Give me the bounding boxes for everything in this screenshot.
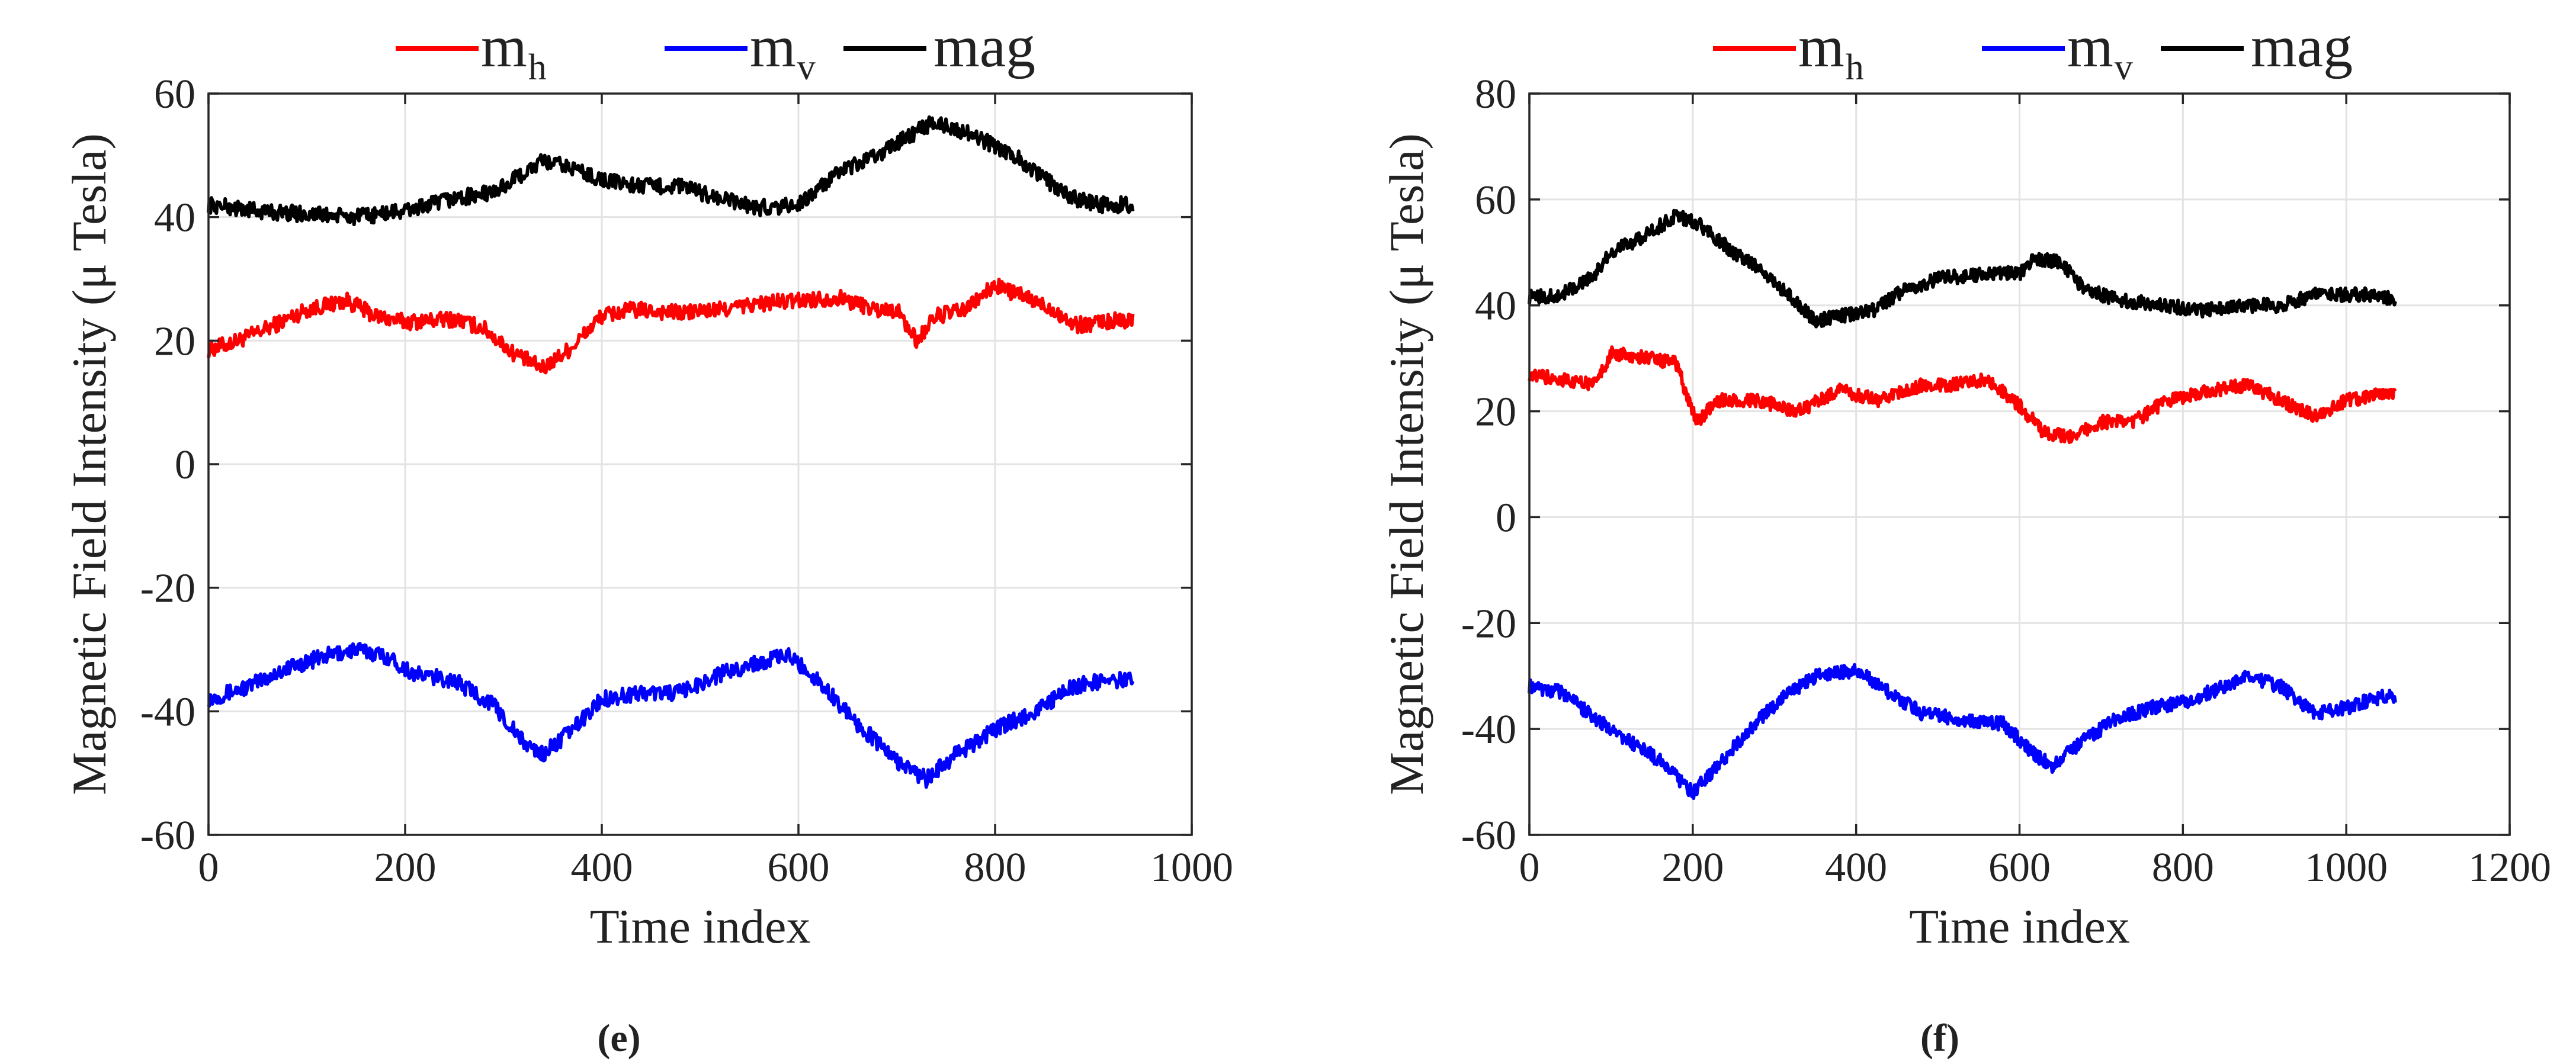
- legend-label-mag: mag: [933, 14, 1035, 79]
- y-tick-label: 0: [1496, 495, 1516, 541]
- series-line-mag: [1528, 208, 2397, 329]
- x-tick-label: 800: [964, 845, 1026, 891]
- y-axis-label: Magnetic Field Intensity (μ Tesla): [1380, 133, 1433, 795]
- x-tick-label: 400: [571, 845, 633, 891]
- series-line-m-v: [207, 642, 1135, 789]
- legend-label-m-h: mh: [481, 14, 547, 88]
- legend-label-m-v: mv: [750, 14, 816, 88]
- y-tick-label: 80: [1475, 72, 1516, 117]
- y-tick-label: -40: [140, 689, 195, 735]
- legend: mh mv mag: [396, 14, 1035, 88]
- series-line-m-h: [1528, 345, 2397, 444]
- y-tick-label: -60: [1461, 813, 1516, 859]
- x-tick-label: 200: [1661, 845, 1724, 891]
- panel-caption: (f): [1920, 1017, 1959, 1060]
- x-tick-label: 800: [2152, 845, 2214, 891]
- y-axis-label: Magnetic Field Intensity (μ Tesla): [62, 133, 116, 795]
- legend-label-m-h: mh: [1798, 14, 1864, 88]
- legend-label-mag: mag: [2251, 14, 2353, 79]
- x-tick-label: 0: [198, 845, 219, 891]
- x-tick-label: 1200: [2468, 845, 2551, 891]
- y-tick-label: -20: [140, 566, 195, 612]
- legend-label-m-v: mv: [2067, 14, 2133, 88]
- y-tick-label: 40: [1475, 284, 1516, 329]
- x-tick-label: 1000: [1150, 845, 1233, 891]
- y-tick-label: 20: [154, 319, 195, 364]
- y-tick-label: 20: [1475, 390, 1516, 435]
- y-tick-label: -20: [1461, 601, 1516, 647]
- series-line-mag: [207, 115, 1135, 226]
- x-tick-label: 600: [1988, 845, 2051, 891]
- y-tick-label: -60: [140, 813, 195, 859]
- x-tick-label: 200: [374, 845, 437, 891]
- y-tick-label: 60: [1475, 178, 1516, 223]
- x-axis-label: Time index: [1909, 899, 2130, 953]
- y-tick-label: -40: [1461, 707, 1516, 753]
- x-tick-label: 1000: [2305, 845, 2388, 891]
- panel-caption: (e): [597, 1017, 640, 1060]
- series-line-m-h: [207, 277, 1135, 375]
- y-tick-label: 40: [154, 195, 195, 241]
- x-tick-label: 0: [1519, 845, 1540, 891]
- legend: mh mv mag: [1713, 14, 2353, 88]
- y-tick-label: 60: [154, 72, 195, 117]
- x-axis-label: Time index: [590, 899, 811, 953]
- chart-panel-e: 0 200 400 600 800 1000 -60 -40 -20 0 20 40 60 Time in…: [62, 14, 1233, 1060]
- y-tick-label: 0: [175, 442, 195, 488]
- x-tick-label: 400: [1825, 845, 1887, 891]
- x-tick-label: 600: [768, 845, 830, 891]
- chart-panel-f: 0 200 400 600 800 1000 1200 -60 -40 -20 0 20 40 60 80 T…: [1380, 14, 2551, 1060]
- series-line-m-v: [1528, 663, 2397, 801]
